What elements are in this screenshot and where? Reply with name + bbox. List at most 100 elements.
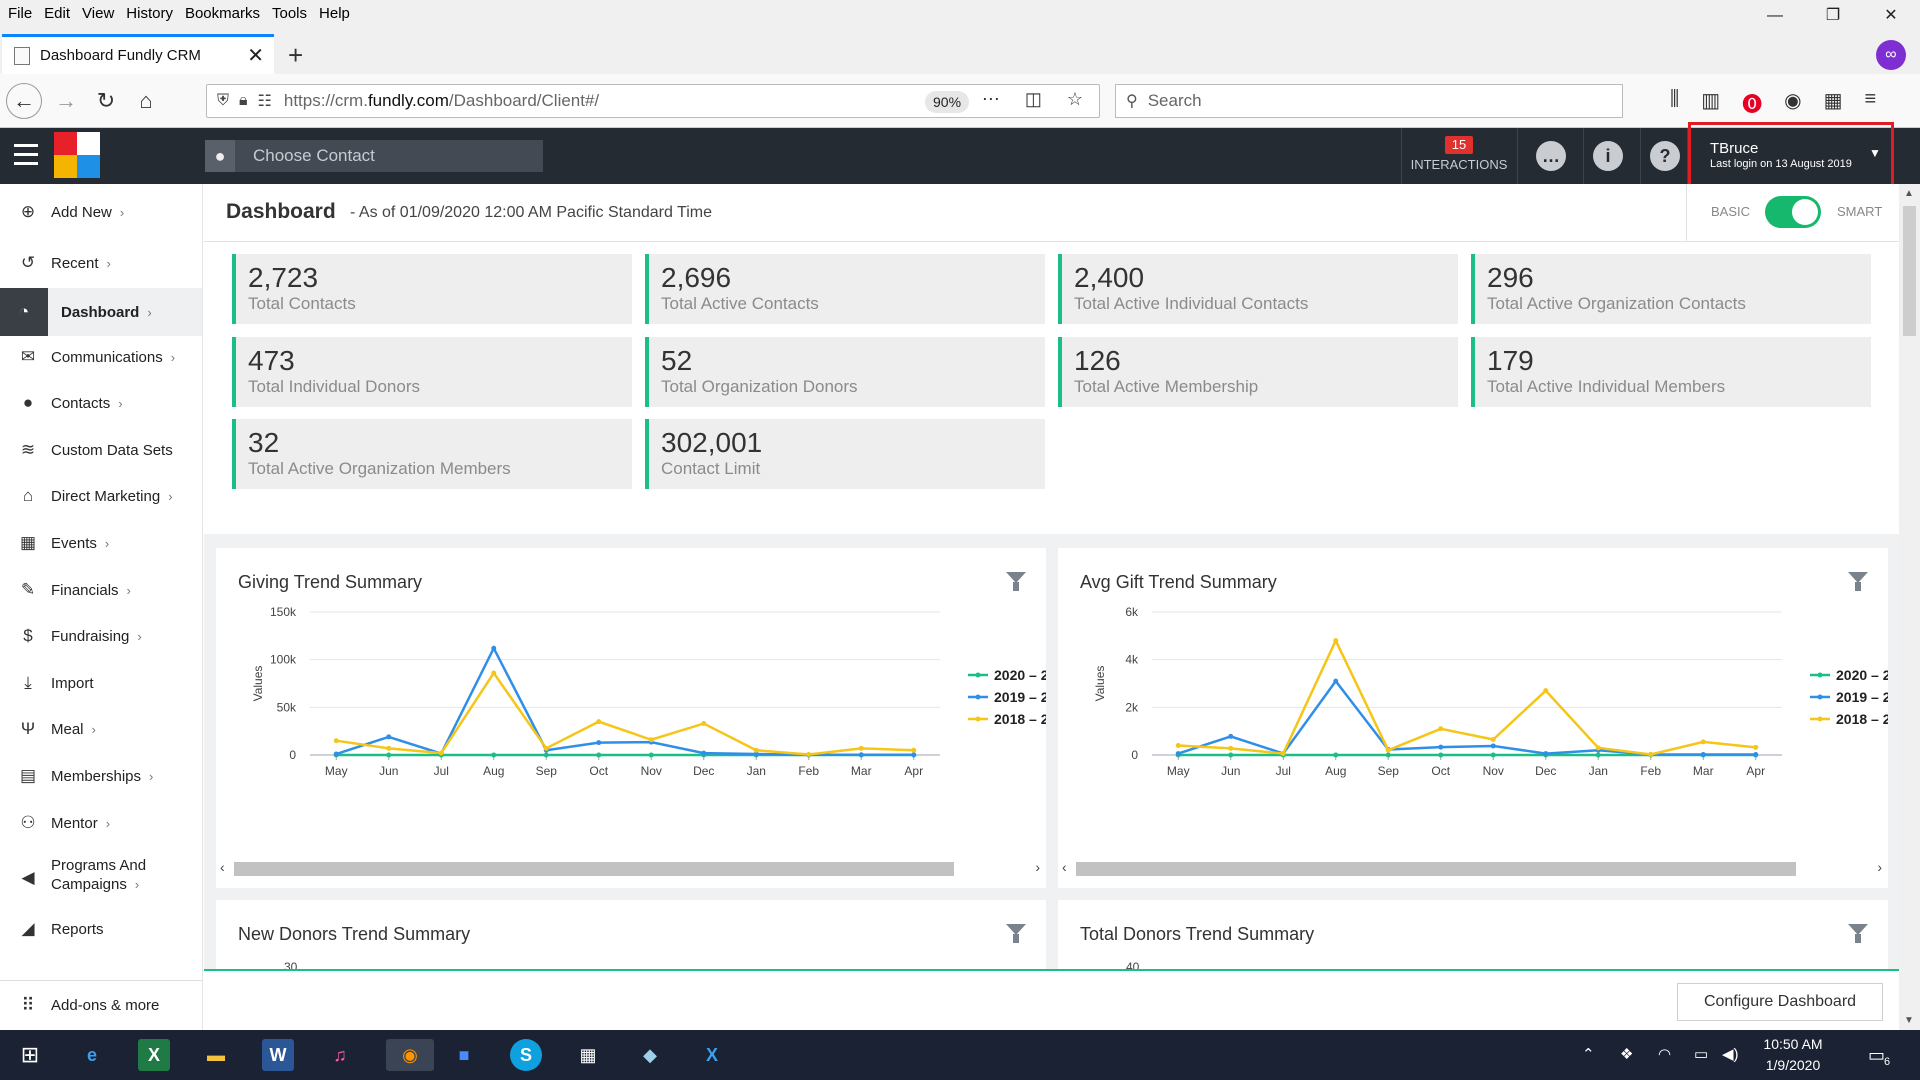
menu-help[interactable]: Help	[319, 4, 350, 22]
library-icon[interactable]: ⫼	[1670, 88, 1680, 110]
horizontal-scrollbar[interactable]: ‹ ›	[216, 859, 1046, 876]
firefox-icon[interactable]: ◉	[386, 1039, 434, 1071]
filter-icon[interactable]	[1006, 924, 1026, 943]
notifications-icon[interactable]: ▭	[1868, 1045, 1886, 1065]
lock-icon[interactable]: 🔒︎	[239, 92, 248, 109]
new-tab-icon[interactable]: +	[288, 40, 304, 70]
zoom-level[interactable]: 90%	[925, 91, 970, 113]
sidebar-item-direct-marketing[interactable]: ⌂ Direct Marketing ›	[0, 482, 202, 510]
sidebar-item-reports[interactable]: ◢ Reports	[0, 915, 202, 943]
scroll-right-icon[interactable]: ›	[1035, 859, 1040, 875]
edge-icon[interactable]: e	[86, 1045, 97, 1065]
battery-icon[interactable]: ▭	[1694, 1046, 1709, 1063]
configure-dashboard-button[interactable]: Configure Dashboard	[1677, 983, 1883, 1021]
home-icon[interactable]: ⌂	[139, 88, 153, 113]
volume-icon[interactable]: ◀)	[1722, 1046, 1739, 1063]
page-scrollbar[interactable]: ▲ ▼	[1899, 184, 1920, 1030]
sidebar-item-communications[interactable]: ✉ Communications ›	[0, 343, 202, 371]
chat-icon[interactable]: …	[1536, 141, 1566, 171]
sidebar-addons[interactable]: ⠿ Add-ons & more	[0, 980, 202, 1030]
sidebar-item-import[interactable]: ⤓ Import	[0, 669, 202, 697]
scroll-thumb[interactable]	[1903, 206, 1916, 336]
help-icon[interactable]: ?	[1650, 141, 1680, 171]
data-point	[1333, 638, 1339, 644]
sidebar-item-recent[interactable]: ↺ Recent ›	[0, 249, 202, 277]
restore-icon[interactable]: ❐	[1825, 7, 1841, 24]
shield-icon[interactable]: ⛨	[217, 92, 230, 109]
sidebar-item-financials[interactable]: ✎ Financials ›	[0, 576, 202, 604]
menu-history[interactable]: History	[126, 4, 173, 22]
sidebar-item-custom-data-sets[interactable]: ≋ Custom Data Sets	[0, 436, 202, 464]
forward-arrow-icon[interactable]: →	[55, 88, 77, 113]
app-x-icon[interactable]: X	[705, 1045, 718, 1065]
sidebar-item-programs-and-campaigns[interactable]: ◀ Programs And Campaigns ›	[0, 856, 202, 900]
sidebar-item-events[interactable]: ▦ Events ›	[19, 533, 110, 552]
permissions-icon[interactable]: ☷	[257, 93, 272, 110]
close-window-icon[interactable]: ✕	[1884, 7, 1898, 24]
scroll-up-icon[interactable]: ▲	[1904, 188, 1914, 199]
menu-view[interactable]: View	[82, 4, 115, 22]
wifi-icon[interactable]: ◠	[1658, 1046, 1672, 1063]
excel-icon[interactable]: X	[138, 1039, 170, 1071]
sidebar-toggle-icon[interactable]: ▥	[1701, 90, 1721, 112]
interactions-button[interactable]: 15 INTERACTIONS	[1402, 128, 1516, 184]
scroll-thumb[interactable]	[1076, 862, 1796, 876]
choose-contact-input[interactable]: ● Choose Contact	[205, 140, 543, 172]
info-icon[interactable]: i	[1593, 141, 1623, 171]
user-name[interactable]: TBruce	[1710, 140, 1759, 157]
sidebar-item-meal[interactable]: Ψ Meal ›	[0, 715, 202, 743]
close-tab-icon[interactable]: ✕	[247, 45, 264, 67]
app-menu-icon[interactable]: ≡	[1864, 88, 1877, 110]
account-icon[interactable]: ◉	[1784, 90, 1802, 112]
sidebar-item-contacts[interactable]: ● Contacts ›	[0, 389, 202, 417]
scroll-left-icon[interactable]: ‹	[1062, 859, 1067, 875]
extensions-icon[interactable]: ▦	[1823, 90, 1843, 112]
horizontal-scrollbar[interactable]: ‹ ›	[1058, 859, 1888, 876]
word-icon[interactable]: W	[262, 1039, 294, 1071]
filter-icon[interactable]	[1848, 572, 1868, 591]
legend-marker	[975, 694, 981, 700]
fundly-logo[interactable]	[54, 132, 100, 178]
menu-tools[interactable]: Tools	[271, 4, 308, 22]
scroll-down-icon[interactable]: ▼	[1904, 1015, 1914, 1026]
tray-chevron-icon[interactable]: ⌃	[1582, 1046, 1595, 1063]
menu-edit[interactable]: Edit	[44, 4, 71, 22]
private-mask-icon[interactable]: ∞	[1876, 40, 1906, 70]
url-text[interactable]: https://crm.fundly.com/Dashboard/Client#…	[283, 91, 600, 110]
sidebar-item-memberships[interactable]: ▤ Memberships ›	[19, 766, 154, 785]
pinterest-icon[interactable]: ⓿	[1742, 94, 1763, 116]
skype-icon[interactable]: S	[510, 1039, 542, 1071]
menu-file[interactable]: File	[8, 4, 33, 22]
caret-down-icon[interactable]: ▼	[1869, 146, 1881, 160]
data-point	[1385, 747, 1391, 753]
minimize-icon[interactable]: —	[1767, 7, 1783, 24]
file-explorer-icon[interactable]: ▬	[207, 1045, 225, 1065]
url-bar[interactable]: ⛨ 🔒︎ ☷ https://crm.fundly.com/Dashboard/…	[206, 84, 1100, 118]
calculator-icon[interactable]: ▦	[579, 1045, 597, 1065]
filter-icon[interactable]	[1848, 924, 1868, 943]
sidebar-item-fundraising[interactable]: $ Fundraising ›	[0, 622, 202, 650]
scroll-right-icon[interactable]: ›	[1877, 859, 1882, 875]
sidebar-item-mentor[interactable]: ⚇ Mentor ›	[0, 809, 202, 837]
itunes-icon[interactable]: ♫	[333, 1045, 347, 1065]
menu-bookmarks[interactable]: Bookmarks	[184, 4, 260, 22]
search-bar[interactable]: ⚲ Search	[1115, 84, 1623, 118]
zoom-icon[interactable]: ■	[458, 1045, 470, 1065]
scroll-left-icon[interactable]: ‹	[220, 859, 225, 875]
sidebar-item-add-new[interactable]: ⊕ Add New ›	[0, 198, 202, 226]
dropbox-icon[interactable]: ❖	[1620, 1046, 1634, 1063]
data-point	[1490, 737, 1496, 743]
photos-icon[interactable]: ◆	[643, 1045, 657, 1065]
filter-icon[interactable]	[1006, 572, 1026, 591]
browser-tab[interactable]: Dashboard Fundly CRM ✕	[2, 34, 274, 74]
reload-icon[interactable]: ↻	[96, 88, 116, 113]
mode-toggle[interactable]	[1765, 196, 1821, 228]
hamburger-menu-icon[interactable]	[14, 144, 38, 166]
back-arrow-icon[interactable]: ←	[6, 83, 42, 119]
scroll-thumb[interactable]	[234, 862, 954, 876]
system-clock[interactable]: 10:50 AM 1/9/2020	[1752, 1034, 1834, 1076]
sidebar-item-dashboard[interactable]: ◔ Dashboard ›	[0, 288, 202, 336]
windows-start-icon[interactable]: ⊞	[20, 1042, 40, 1067]
choose-contact-placeholder: Choose Contact	[253, 146, 375, 165]
page-actions-icons[interactable]: ⋯ ◫ ☆	[981, 89, 1093, 109]
